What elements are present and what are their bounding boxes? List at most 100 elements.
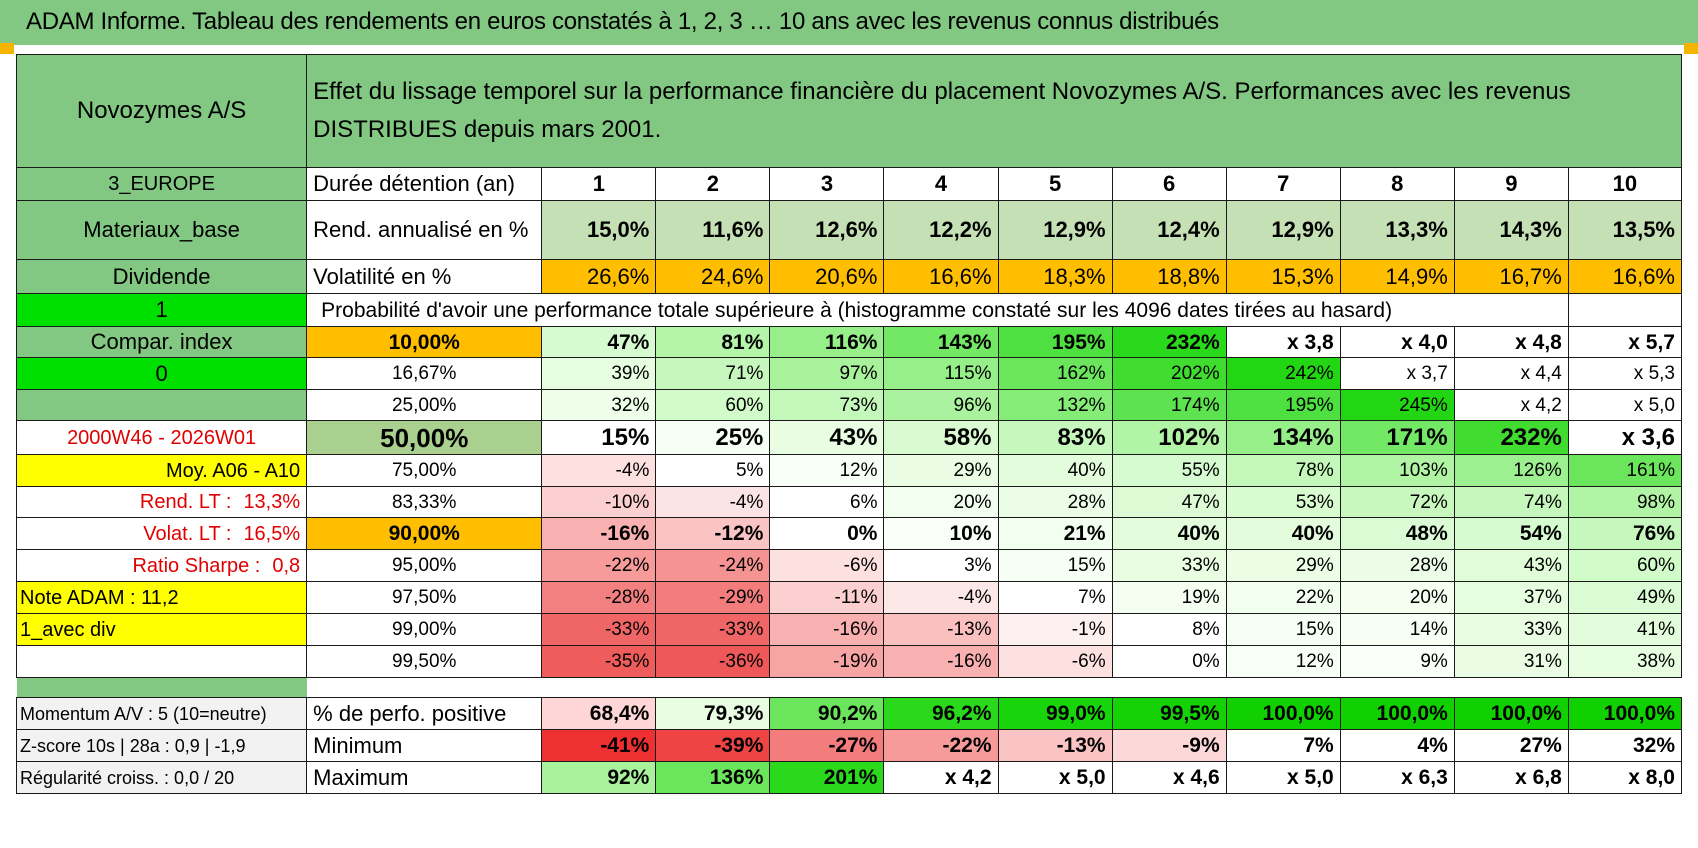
vol-cell: 26,6%	[541, 259, 657, 294]
performance-table: Novozymes A/S Effet du lissage temporel …	[15, 54, 1683, 794]
percentile-cell: 19%	[1111, 581, 1227, 614]
percentile-row: 25,00% 32% 60% 73% 96% 132% 174% 195% 245% x 4,2 x…	[15, 389, 1683, 421]
year-header: 5	[997, 167, 1113, 201]
percentile-cell: 33%	[1453, 613, 1569, 646]
percentile-cell: -22%	[541, 549, 657, 582]
percentile-cell: 161%	[1567, 454, 1683, 487]
percentile-cell: 40%	[997, 454, 1113, 487]
vol-cell: 24,6%	[655, 259, 771, 294]
percentile-cell: 116%	[769, 326, 885, 358]
percentile-cell: 73%	[769, 389, 885, 421]
proba-empty-10	[1567, 293, 1683, 327]
max-cell: x 5,0	[997, 761, 1113, 794]
percentile-row: Volat. LT :16,5% 90,00% -16% -12% 0% 10% 21% 40…	[15, 517, 1683, 550]
percentile-cell: 53%	[1225, 486, 1341, 518]
percentile-cell: 38%	[1567, 645, 1683, 678]
percentile-cell: 74%	[1453, 486, 1569, 518]
vol-cell: 16,7%	[1453, 259, 1569, 294]
year-header: 8	[1339, 167, 1455, 201]
percentile-cell: -36%	[655, 645, 771, 678]
percentile-cell: 37%	[1453, 581, 1569, 614]
min-row: Z-score 10s | 28a : 0,9 | -1,9 Minimum -41…	[15, 729, 1683, 762]
percentile-cell: -4%	[883, 581, 999, 614]
percentile-label: 90,00%	[306, 517, 543, 550]
percentile-cell: 7%	[997, 581, 1113, 614]
percentile-cell: 98%	[1567, 486, 1683, 518]
percentile-cell: 132%	[997, 389, 1113, 421]
percentile-cell: 12%	[769, 454, 885, 487]
sharpe: Ratio Sharpe : 0,8	[15, 549, 308, 582]
rend-cell: 12,2%	[883, 200, 999, 260]
percentile-cell: 162%	[997, 357, 1113, 390]
min-cell: -13%	[997, 729, 1113, 762]
pos-cell: 90,2%	[769, 697, 885, 730]
percentile-cell: 25%	[655, 420, 771, 455]
percentile-row: 2000W46 - 2026W01 50,00% 15% 25% 43% 58% 83% 10…	[15, 420, 1683, 455]
percentile-cell: 39%	[541, 357, 657, 390]
percentile-cell: 20%	[1339, 581, 1455, 614]
flag-one: 1	[15, 293, 308, 327]
percentile-cell: -28%	[541, 581, 657, 614]
compar-label: Compar. index	[15, 326, 308, 358]
avec-div: 1_avec div	[15, 613, 308, 646]
pos-label: % de perfo. positive	[306, 697, 543, 730]
max-cell: 92%	[541, 761, 657, 794]
percentile-cell: 242%	[1225, 357, 1341, 390]
percentile-cell: 72%	[1339, 486, 1455, 518]
max-row: Régularité croiss. : 0,0 / 20 Maximum 92% 1…	[15, 761, 1683, 794]
volat-lt-value: 16,5%	[243, 522, 301, 545]
percentile-cell: 78%	[1225, 454, 1341, 487]
percentile-cell: 48%	[1339, 517, 1455, 550]
title-bar: ADAM Informe. Tableau des rendements en …	[0, 0, 1698, 45]
percentile-row: 99,50% -35% -36% -19% -16% -6% 0% 12% 9% 31% 38%	[15, 645, 1683, 678]
rend-lt: Rend. LT : 13,3%	[15, 486, 308, 518]
vol-cell: 20,6%	[769, 259, 885, 294]
rend-cell: 15,0%	[541, 200, 657, 260]
min-cell: 4%	[1339, 729, 1455, 762]
percentile-cell: -12%	[655, 517, 771, 550]
percentile-cell: 41%	[1567, 613, 1683, 646]
percentile-cell: 29%	[1225, 549, 1341, 582]
vol-cell: 16,6%	[883, 259, 999, 294]
percentile-cell: 10%	[883, 517, 999, 550]
type-label: Dividende	[15, 259, 308, 294]
percentile-label: 99,50%	[306, 645, 543, 678]
percentile-cell: 83%	[997, 420, 1113, 455]
percentile-label: 10,00%	[306, 326, 543, 358]
pos-left-label: Momentum A/V : 5 (10=neutre)	[15, 697, 308, 730]
percentile-cell: 96%	[883, 389, 999, 421]
max-cell: x 4,6	[1111, 761, 1227, 794]
percentile-cell: 115%	[883, 357, 999, 390]
percentile-cell: 54%	[1453, 517, 1569, 550]
volat-lt: Volat. LT : 16,5%	[15, 517, 308, 550]
percentile-cell: 22%	[1225, 581, 1341, 614]
rend-cell: 12,9%	[1225, 200, 1341, 260]
left-empty	[15, 389, 308, 421]
min-cell: -22%	[883, 729, 999, 762]
spacer-left	[16, 677, 307, 698]
percentile-cell: 126%	[1453, 454, 1569, 487]
percentile-cell: 174%	[1111, 389, 1227, 421]
percentile-cell: 202%	[1111, 357, 1227, 390]
percentile-cell: 20%	[883, 486, 999, 518]
percentile-cell: 40%	[1111, 517, 1227, 550]
percentile-cell: -35%	[541, 645, 657, 678]
percentile-cell: 76%	[1567, 517, 1683, 550]
year-header: 7	[1225, 167, 1341, 201]
percentile-label: 25,00%	[306, 389, 543, 421]
duree-label: Durée détention (an)	[306, 167, 543, 201]
pos-cell: 96,2%	[883, 697, 999, 730]
min-label: Minimum	[306, 729, 543, 762]
max-cell: x 4,2	[883, 761, 999, 794]
percentile-cell: 28%	[997, 486, 1113, 518]
percentile-cell: 43%	[1453, 549, 1569, 582]
percentile-cell: 245%	[1339, 389, 1455, 421]
percentile-cell: 102%	[1111, 420, 1227, 455]
percentile-cell: -24%	[655, 549, 771, 582]
percentile-label: 50,00%	[306, 420, 543, 455]
region-label: 3_EUROPE	[15, 167, 308, 201]
percentile-cell: 60%	[655, 389, 771, 421]
percentile-cell: -13%	[883, 613, 999, 646]
vol-cell: 15,3%	[1225, 259, 1341, 294]
corner-marker-left	[0, 43, 14, 54]
